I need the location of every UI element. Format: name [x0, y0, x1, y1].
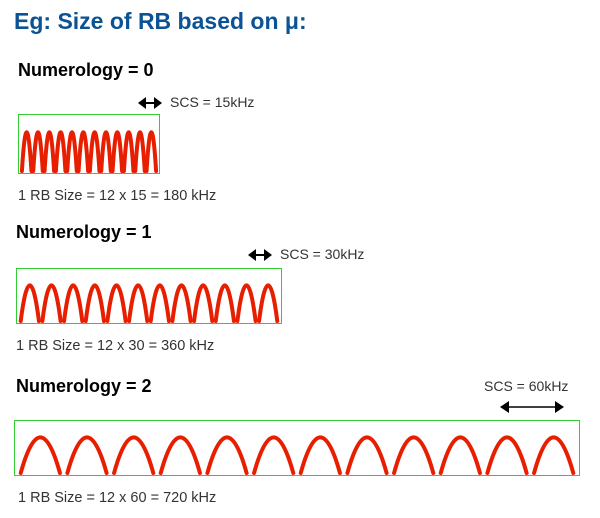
- numerology-1-label: Numerology = 1: [16, 222, 152, 242]
- scs-arrow-icon: [138, 97, 162, 109]
- subcarrier-hump: [345, 435, 389, 475]
- subcarrier-hump: [76, 130, 91, 173]
- subcarrier-hump: [298, 435, 342, 475]
- subcarrier-hump: [62, 283, 85, 323]
- numerology-0-rb-box: [18, 114, 160, 174]
- numerology-0-label: Numerology = 0: [18, 60, 154, 80]
- subcarrier-hump: [438, 435, 482, 475]
- subcarrier-hump: [18, 283, 41, 323]
- subcarrier-hump: [257, 283, 280, 323]
- numerology-1-rb-box: [16, 268, 282, 324]
- subcarrier-hump: [127, 283, 150, 323]
- subcarrier-hump: [99, 130, 113, 173]
- subcarrier-hump: [19, 130, 34, 173]
- numerology-2-rb-box: [14, 420, 580, 476]
- subcarrier-hump: [18, 435, 62, 475]
- subcarrier-hump: [121, 130, 136, 173]
- subcarrier-hump: [148, 283, 171, 323]
- subcarrier-hump: [133, 130, 147, 173]
- numerology-0-rb-size: 1 RB Size = 12 x 15 = 180 kHz: [18, 188, 217, 204]
- subcarrier-hump: [192, 283, 215, 323]
- scs-arrow-icon: [248, 249, 272, 261]
- subcarrier-hump: [170, 283, 193, 323]
- subcarrier-hump: [213, 283, 236, 323]
- subcarrier-hump: [158, 435, 202, 475]
- subcarrier-hump: [110, 130, 125, 173]
- subcarrier-hump: [31, 130, 45, 173]
- subcarrier-hump: [65, 130, 79, 173]
- numerology-2-subcarriers: [18, 435, 576, 475]
- subcarrier-hump: [87, 130, 102, 173]
- subcarrier-hump: [144, 130, 159, 173]
- page-title: Eg: Size of RB based on μ:: [14, 8, 307, 34]
- subcarrier-hump: [252, 435, 296, 475]
- subcarrier-hump: [83, 283, 106, 323]
- subcarrier-hump: [485, 435, 529, 475]
- subcarrier-hump: [205, 435, 249, 475]
- scs-arrow-icon: [500, 401, 564, 413]
- subcarrier-hump: [235, 283, 258, 323]
- numerology-2-label: Numerology = 2: [16, 376, 152, 396]
- numerology-2-rb-size: 1 RB Size = 12 x 60 = 720 kHz: [18, 490, 217, 506]
- numerology-1-rb-size: 1 RB Size = 12 x 30 = 360 kHz: [16, 338, 215, 354]
- subcarrier-hump: [532, 435, 576, 475]
- numerology-1-subcarriers: [18, 283, 280, 323]
- numerology-0-subcarriers: [19, 130, 159, 173]
- subcarrier-hump: [42, 130, 57, 173]
- subcarrier-hump: [40, 283, 63, 323]
- numerology-1-scs: SCS = 30kHz: [280, 246, 365, 262]
- subcarrier-hump: [105, 283, 128, 323]
- numerology-0-scs: SCS = 15kHz: [170, 94, 255, 110]
- subcarrier-hump: [112, 435, 156, 475]
- subcarrier-hump: [65, 435, 109, 475]
- subcarrier-hump: [53, 130, 68, 173]
- subcarrier-hump: [392, 435, 436, 475]
- numerology-2-scs: SCS = 60kHz: [484, 378, 569, 394]
